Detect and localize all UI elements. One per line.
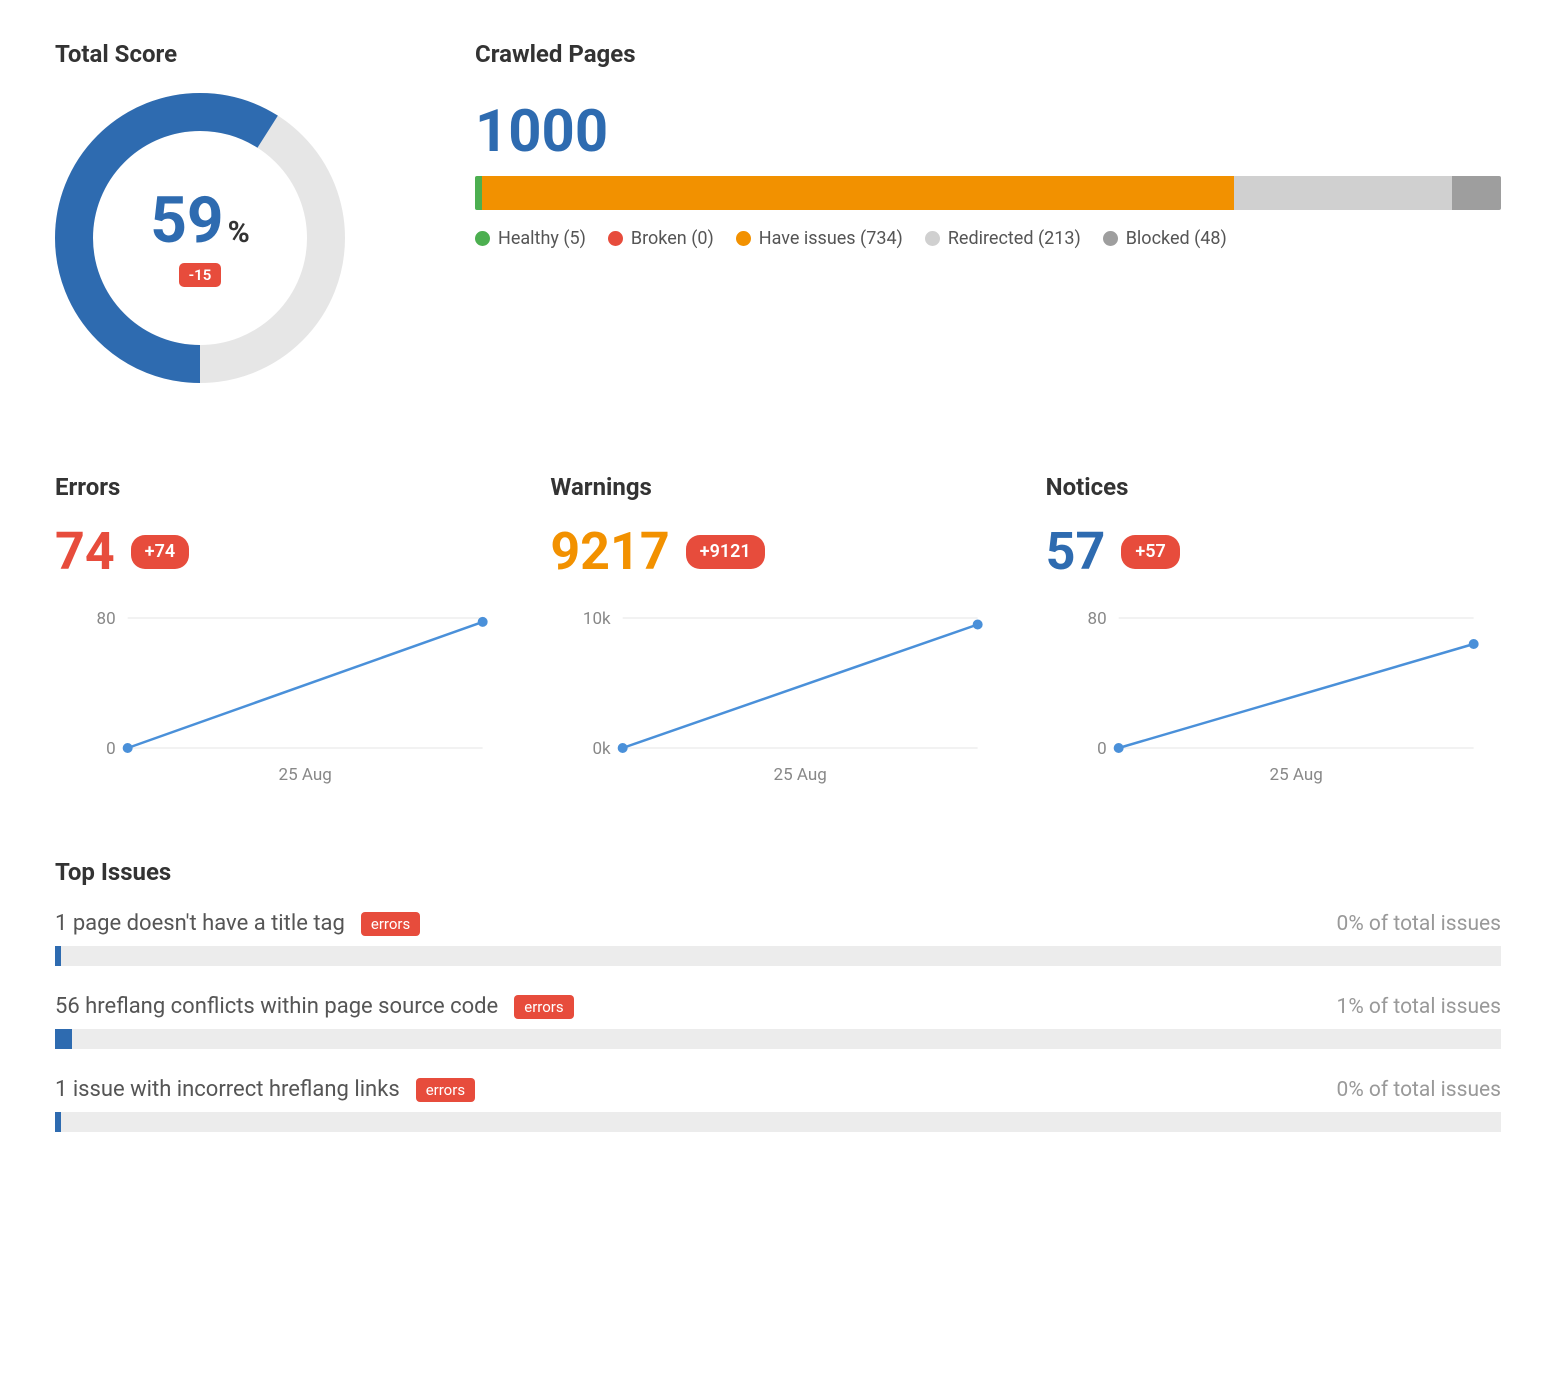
svg-text:80: 80 [1087, 609, 1106, 629]
svg-text:80: 80 [97, 609, 116, 629]
crawled-panel: Crawled Pages 1000 Healthy (5) Broken (0)… [475, 40, 1501, 383]
stat-card-notices: Notices 57 +57 80 0 25 Aug [1046, 473, 1501, 788]
legend-label: Redirected (213) [948, 228, 1081, 249]
svg-text:25 Aug: 25 Aug [774, 765, 827, 785]
issue-pct: 0% of total issues [1337, 1078, 1501, 1102]
legend-item-redirected[interactable]: Redirected (213) [925, 228, 1081, 249]
legend-item-healthy[interactable]: Healthy (5) [475, 228, 586, 249]
stat-title: Errors [55, 473, 510, 501]
issue-item[interactable]: 1 page doesn't have a title tag errors 0% … [55, 911, 1501, 966]
legend-label: Healthy (5) [498, 228, 586, 249]
svg-text:0: 0 [106, 739, 116, 759]
legend-item-broken[interactable]: Broken (0) [608, 228, 714, 249]
crawled-title: Crawled Pages [475, 40, 1501, 68]
issues-section: Top Issues 1 page doesn't have a title t… [55, 858, 1501, 1132]
crawled-seg-healthy [475, 176, 482, 210]
stat-head: 9217 +9121 [550, 526, 1005, 578]
svg-text:10k: 10k [583, 609, 611, 629]
stat-title: Notices [1046, 473, 1501, 501]
stat-head: 57 +57 [1046, 526, 1501, 578]
issue-tag: errors [416, 1078, 475, 1102]
score-delta-badge: -15 [179, 263, 222, 287]
legend-swatch [608, 231, 623, 246]
legend-label: Broken (0) [631, 228, 714, 249]
issue-pct: 0% of total issues [1337, 912, 1501, 936]
crawled-seg-have-issues [482, 176, 1234, 210]
score-value: 59 [150, 183, 223, 258]
issue-text: 1 page doesn't have a title tag [55, 911, 345, 936]
issue-left: 56 hreflang conflicts within page source… [55, 994, 574, 1019]
issue-progress [55, 1112, 1501, 1132]
issue-tag: errors [361, 912, 420, 936]
crawled-stacked-bar [475, 176, 1501, 210]
legend-label: Have issues (734) [759, 228, 903, 249]
issue-progress-fill [55, 1029, 72, 1049]
score-panel: Total Score 59% -15 [55, 40, 415, 383]
issue-text: 56 hreflang conflicts within page source… [55, 994, 498, 1019]
stat-head: 74 +74 [55, 526, 510, 578]
svg-text:25 Aug: 25 Aug [279, 765, 332, 785]
stat-value: 74 [55, 526, 115, 578]
svg-text:0: 0 [1097, 739, 1107, 759]
stat-chart: 80 0 25 Aug [55, 608, 510, 788]
crawled-total: 1000 [475, 98, 1501, 166]
legend-swatch [925, 231, 940, 246]
issue-progress-fill [55, 1112, 61, 1132]
stats-row: Errors 74 +74 80 0 25 Aug Warnings 9217 +9121 10k… [55, 473, 1501, 788]
donut-center: 59% -15 [55, 93, 345, 383]
top-row: Total Score 59% -15 Crawled Pages 1000 H… [55, 40, 1501, 383]
legend-label: Blocked (48) [1126, 228, 1227, 249]
crawled-seg-blocked [1452, 176, 1501, 210]
issue-left: 1 page doesn't have a title tag errors [55, 911, 420, 936]
crawled-legend: Healthy (5) Broken (0) Have issues (734) Re… [475, 228, 1501, 249]
stat-value: 57 [1046, 526, 1106, 578]
legend-swatch [475, 231, 490, 246]
issue-left: 1 issue with incorrect hreflang links err… [55, 1077, 475, 1102]
stat-value: 9217 [550, 526, 669, 578]
issue-text: 1 issue with incorrect hreflang links [55, 1077, 400, 1102]
legend-swatch [736, 231, 751, 246]
issue-pct: 1% of total issues [1337, 995, 1501, 1019]
issue-progress-fill [55, 946, 61, 966]
stat-card-errors: Errors 74 +74 80 0 25 Aug [55, 473, 510, 788]
issue-tag: errors [514, 995, 573, 1019]
stat-title: Warnings [550, 473, 1005, 501]
stat-delta-badge: +57 [1121, 535, 1179, 569]
issue-item[interactable]: 56 hreflang conflicts within page source… [55, 994, 1501, 1049]
issue-progress [55, 946, 1501, 966]
stat-chart: 80 0 25 Aug [1046, 608, 1501, 788]
score-title: Total Score [55, 40, 415, 68]
svg-text:25 Aug: 25 Aug [1269, 765, 1322, 785]
legend-swatch [1103, 231, 1118, 246]
issue-progress [55, 1029, 1501, 1049]
stat-delta-badge: +9121 [686, 535, 765, 569]
issues-title: Top Issues [55, 858, 1501, 886]
issue-item[interactable]: 1 issue with incorrect hreflang links err… [55, 1077, 1501, 1132]
issues-list: 1 page doesn't have a title tag errors 0% … [55, 911, 1501, 1132]
issue-row: 56 hreflang conflicts within page source… [55, 994, 1501, 1019]
stat-delta-badge: +74 [131, 535, 189, 569]
crawled-seg-redirected [1234, 176, 1452, 210]
stat-chart: 10k 0k 25 Aug [550, 608, 1005, 788]
svg-text:0k: 0k [593, 739, 612, 759]
legend-item-have-issues[interactable]: Have issues (734) [736, 228, 903, 249]
issue-row: 1 page doesn't have a title tag errors 0% … [55, 911, 1501, 936]
legend-item-blocked[interactable]: Blocked (48) [1103, 228, 1227, 249]
score-unit: % [228, 215, 250, 250]
stat-card-warnings: Warnings 9217 +9121 10k 0k 25 Aug [550, 473, 1005, 788]
issue-row: 1 issue with incorrect hreflang links err… [55, 1077, 1501, 1102]
score-donut: 59% -15 [55, 93, 345, 383]
